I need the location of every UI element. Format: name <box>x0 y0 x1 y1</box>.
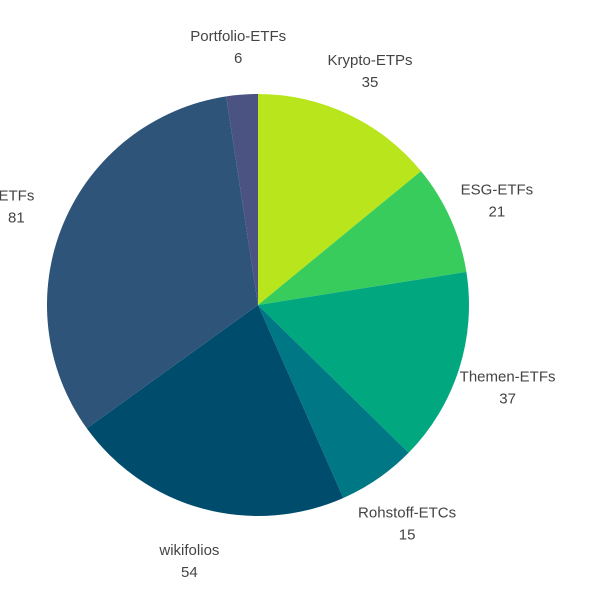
slice-category-label: wikifolios <box>158 542 219 559</box>
pie-slice-rohstoff-etcs <box>258 305 409 498</box>
pie-slice-portfolio-etfs <box>226 94 258 305</box>
slice-label-portfolio-etfs: Portfolio-ETFs 6 <box>190 28 286 67</box>
slice-label-etfs: ETFs 81 <box>0 188 34 227</box>
slice-category-label: Krypto-ETPs <box>327 52 412 69</box>
slice-label-krypto-etps: Krypto-ETPs 35 <box>327 52 412 91</box>
slice-value-label: 6 <box>234 50 242 67</box>
slice-value-label: 81 <box>8 210 25 227</box>
pie-slice-krypto-etps <box>258 94 422 305</box>
slice-category-label: ETFs <box>0 188 34 205</box>
slice-label-rohstoff-etcs: Rohstoff-ETCs 15 <box>358 504 456 543</box>
pie-labels: Krypto-ETPs 35 ESG-ETFs 21 Themen-ETFs 37 Rohs… <box>0 28 556 581</box>
slice-value-label: 37 <box>499 391 516 408</box>
slice-value-label: 35 <box>362 74 379 91</box>
slice-value-label: 15 <box>399 526 416 543</box>
pie-slices <box>46 94 469 516</box>
pie-slice-etfs <box>46 96 258 429</box>
slice-category-label: Portfolio-ETFs <box>190 28 286 45</box>
slice-label-themen-etfs: Themen-ETFs 37 <box>460 369 556 408</box>
pie-slice-themen-etfs <box>258 271 469 453</box>
slice-category-label: Themen-ETFs <box>460 369 556 386</box>
slice-value-label: 21 <box>489 204 506 221</box>
slice-value-label: 54 <box>181 564 198 581</box>
slice-category-label: Rohstoff-ETCs <box>358 504 456 521</box>
slice-label-wikifolios: wikifolios 54 <box>158 542 219 581</box>
slice-category-label: ESG-ETFs <box>461 182 534 199</box>
pie-slice-esg-etfs <box>258 171 467 305</box>
pie-slice-wikifolios <box>86 305 344 516</box>
slice-label-esg-etfs: ESG-ETFs 21 <box>461 182 534 221</box>
